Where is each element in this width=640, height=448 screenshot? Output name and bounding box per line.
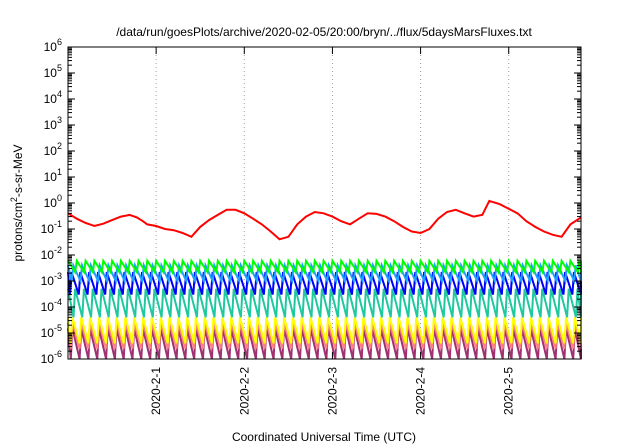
y-tick-base: 10	[44, 40, 58, 54]
y-tick-exponent: 5	[57, 63, 62, 73]
y-tick-label: 103	[44, 115, 62, 132]
y-tick-base: 10	[44, 118, 58, 132]
y-tick-exponent: -6	[54, 349, 62, 359]
y-tick-base: 10	[44, 144, 58, 158]
y-tick-exponent: 0	[57, 193, 62, 203]
y-tick-base: 10	[41, 352, 55, 366]
y-tick-label: 10-5	[41, 323, 62, 340]
y-tick-label: 10-6	[41, 349, 62, 366]
series-line-5	[67, 317, 582, 344]
y-tick-base: 10	[44, 170, 58, 184]
y-tick-exponent: 2	[57, 141, 62, 151]
x-tick-label: 2020-2-1	[149, 367, 163, 415]
y-tick-base: 10	[44, 196, 58, 210]
series-group	[67, 199, 582, 360]
y-tick-base: 10	[41, 300, 55, 314]
grid	[155, 47, 510, 359]
x-tick-label: 2020-2-2	[237, 367, 251, 415]
y-tick-exponent: -4	[54, 297, 62, 307]
y-tick-base: 10	[44, 66, 58, 80]
x-axis: 2020-2-1 2020-2-2 2020-2-3 2020-2-4 2020-2-5	[149, 47, 516, 415]
y-tick-label: 105	[44, 63, 62, 80]
y-axis-label-exponent: 2	[9, 197, 19, 202]
chart-title: /data/run/goesPlots/archive/2020-02-05/2…	[116, 25, 532, 39]
y-tick-label: 106	[44, 37, 62, 54]
series-line-0	[67, 199, 582, 241]
y-tick-label: 100	[44, 193, 62, 210]
y-tick-base: 10	[41, 222, 55, 236]
y-tick-exponent: -2	[54, 245, 62, 255]
y-tick-base: 10	[41, 326, 55, 340]
y-tick-label: 10-4	[41, 297, 62, 314]
y-axis: 10-610-510-410-310-210-11001011021031041…	[41, 37, 581, 366]
y-tick-exponent: 4	[57, 89, 62, 99]
y-tick-exponent: 6	[57, 37, 62, 47]
y-tick-label: 101	[44, 167, 62, 184]
y-axis-label-suffix: -s-sr-MeV	[11, 144, 25, 197]
y-tick-base: 10	[41, 274, 55, 288]
y-tick-label: 104	[44, 89, 62, 106]
x-tick-label: 2020-2-4	[414, 367, 428, 415]
y-tick-exponent: -5	[54, 323, 62, 333]
y-tick-label: 10-1	[41, 219, 62, 236]
y-tick-label: 102	[44, 141, 62, 158]
y-tick-exponent: -1	[54, 219, 62, 229]
y-tick-base: 10	[41, 248, 55, 262]
x-tick-label: 2020-2-5	[502, 367, 516, 415]
x-axis-label: Coordinated Universal Time (UTC)	[232, 430, 416, 444]
y-tick-base: 10	[44, 92, 58, 106]
x-tick-label: 2020-2-3	[325, 367, 339, 415]
y-tick-label: 10-2	[41, 245, 62, 262]
y-tick-exponent: -3	[54, 271, 62, 281]
y-tick-exponent: 1	[57, 167, 62, 177]
series-line-4	[67, 288, 582, 318]
y-tick-label: 10-3	[41, 271, 62, 288]
y-axis-label-prefix: protons/cm	[11, 202, 25, 261]
y-axis-label: protons/cm2-s-sr-MeV	[9, 144, 25, 261]
y-tick-exponent: 3	[57, 115, 62, 125]
series-line-1	[67, 257, 582, 275]
